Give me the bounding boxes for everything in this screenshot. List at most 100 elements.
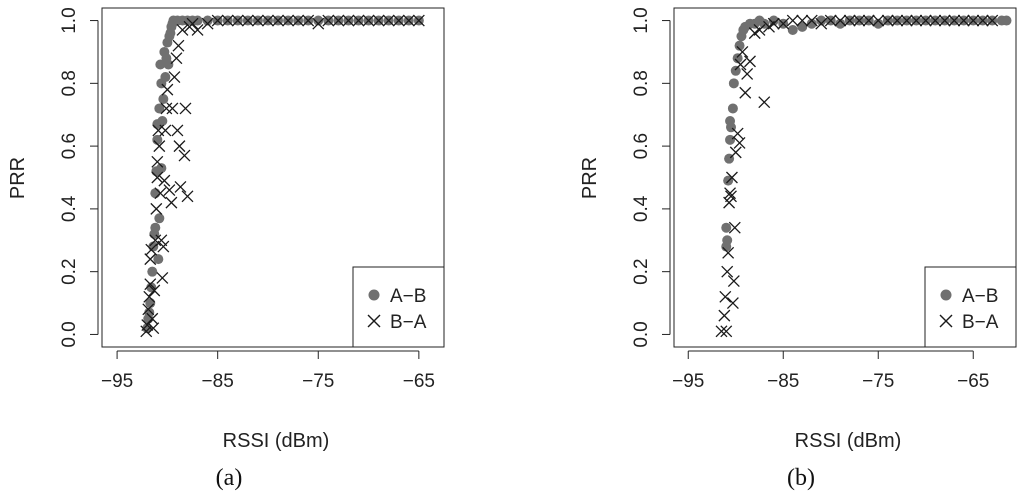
y-tick-label: 0.8 [631,70,652,96]
x-tick-label: −75 [862,371,894,392]
panel-b: PRR RSSI (dBm) (b) A−B B−A −95 −85 −75 −65 0… [579,7,1017,491]
ab-data-point [202,15,213,26]
ab-data-point [154,213,165,224]
ba-data-point [796,14,809,27]
ba-data-point [166,102,179,115]
legend-ab-label: A−B [390,286,426,307]
ba-data-point [173,140,186,153]
y-tick-label: 0.0 [59,321,80,347]
ba-data-point [815,17,828,30]
ab-data-point [156,163,167,174]
y-tick-label: 1.0 [631,7,652,33]
plot-frame [101,7,445,348]
ba-data-point [881,14,894,27]
ba-data-point [725,190,737,203]
x-tick-label: −65 [957,371,989,392]
ba-data-point [726,297,739,310]
ba-data-point [186,17,199,30]
ba-data-point [163,184,176,197]
ba-data-point [891,14,904,27]
ba-data-point [758,96,771,109]
y-tick-label: 0.4 [631,195,652,222]
ba-data-point [292,14,305,27]
plot-frame [673,7,1017,348]
x-tick-label: −95 [672,371,704,392]
ba-data-point [753,24,766,36]
ba-data-point [834,14,847,27]
ba-data-point [382,14,395,27]
ba-data-point [322,14,335,27]
ab-data-point [150,188,161,199]
ba-data-point [146,312,159,325]
x-tick-label: −85 [767,371,799,392]
ba-data-point [767,17,780,30]
ba-data-point [168,71,181,84]
ba-data-point [715,325,728,338]
ba-data-point [777,17,790,30]
ba-data-point [719,290,732,303]
y-tick-label: 0.0 [631,321,652,347]
ba-data-point [786,14,799,27]
ba-data-point [332,14,345,27]
ba-data-point [165,196,178,209]
ab-data-point [759,18,770,29]
ba-data-point [843,14,856,27]
ba-data-point [148,284,161,297]
ab-data-point [313,15,324,26]
ba-data-point [967,14,980,27]
ba-data-point [721,265,734,278]
ba-data-point [145,243,158,256]
ba-data-point [272,14,284,27]
ba-data-point [174,180,187,193]
ba-data-point [725,171,738,184]
ba-data-point [302,14,315,27]
legend-ab-icon [368,289,380,301]
legend-ba-icon [939,314,953,328]
ba-data-point [176,24,189,36]
y-tick-label: 1.0 [59,7,80,33]
ba-data-point [729,146,742,159]
ba-data-point [722,246,735,259]
ba-data-point [724,187,737,200]
ba-data-point [312,17,325,30]
y-tick-label: 0.2 [59,258,80,284]
ba-data-point [352,14,365,27]
ab-data-point [155,59,166,70]
ab-data-point [835,18,846,29]
ba-data-point [171,124,184,137]
ab-data-point [153,254,164,265]
ba-data-point [957,14,970,27]
y-axis-title: PRR [7,157,29,199]
ba-data-point [402,14,415,27]
legend-box [924,266,1017,348]
ab-data-point [192,15,203,26]
ab-data-point [721,222,732,233]
ba-data-point [727,275,740,288]
ba-data-point [142,303,155,316]
ab-data-point [1001,15,1012,26]
ba-data-point [853,14,866,27]
ba-data-point [824,14,837,27]
ba-data-point [262,14,274,27]
ba-data-point [161,83,174,96]
ba-data-point [862,14,875,27]
y-tick-label: 0.8 [59,70,80,96]
ba-data-point [172,39,185,52]
ba-data-point [159,124,172,137]
ba-data-point [734,58,747,71]
ba-data-point [151,155,164,168]
ab-data-point [158,94,169,105]
ab-data-point [728,78,739,89]
ba-data-point [718,309,731,322]
ab-data-point [787,24,798,35]
panel-a: PRR RSSI (dBm) (a) A−B B−A −95 −85 −75 −65 0… [7,7,445,491]
ba-data-point [986,14,999,27]
ba-data-point [149,234,162,247]
ba-data-point [181,190,194,203]
ab-data-point [806,18,817,29]
ba-data-point [241,14,254,27]
ab-data-point [734,40,745,51]
ba-data-point [144,278,157,291]
ab-data-point [722,235,733,246]
